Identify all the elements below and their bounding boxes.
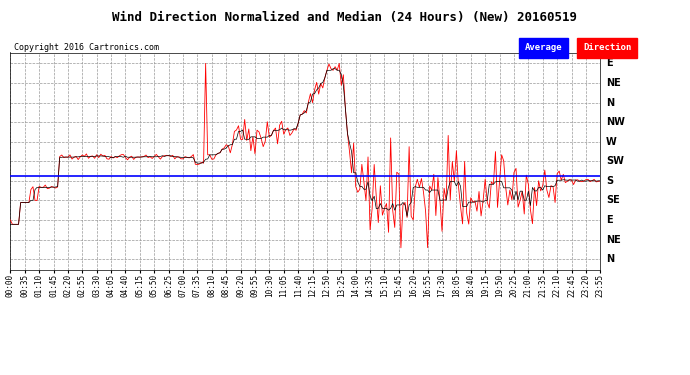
Text: Average: Average: [524, 43, 562, 52]
Text: NE: NE: [606, 78, 620, 88]
Text: E: E: [606, 58, 613, 68]
Text: N: N: [606, 254, 614, 264]
Text: Wind Direction Normalized and Median (24 Hours) (New) 20160519: Wind Direction Normalized and Median (24…: [112, 11, 578, 24]
Text: SW: SW: [606, 156, 624, 166]
Text: S: S: [606, 176, 613, 186]
Text: NW: NW: [606, 117, 624, 127]
Text: SE: SE: [606, 195, 620, 206]
Text: N: N: [606, 98, 614, 108]
Text: W: W: [606, 136, 617, 147]
Text: Copyright 2016 Cartronics.com: Copyright 2016 Cartronics.com: [14, 43, 159, 52]
Text: Direction: Direction: [583, 43, 631, 52]
Text: E: E: [606, 215, 613, 225]
Text: NE: NE: [606, 234, 620, 244]
